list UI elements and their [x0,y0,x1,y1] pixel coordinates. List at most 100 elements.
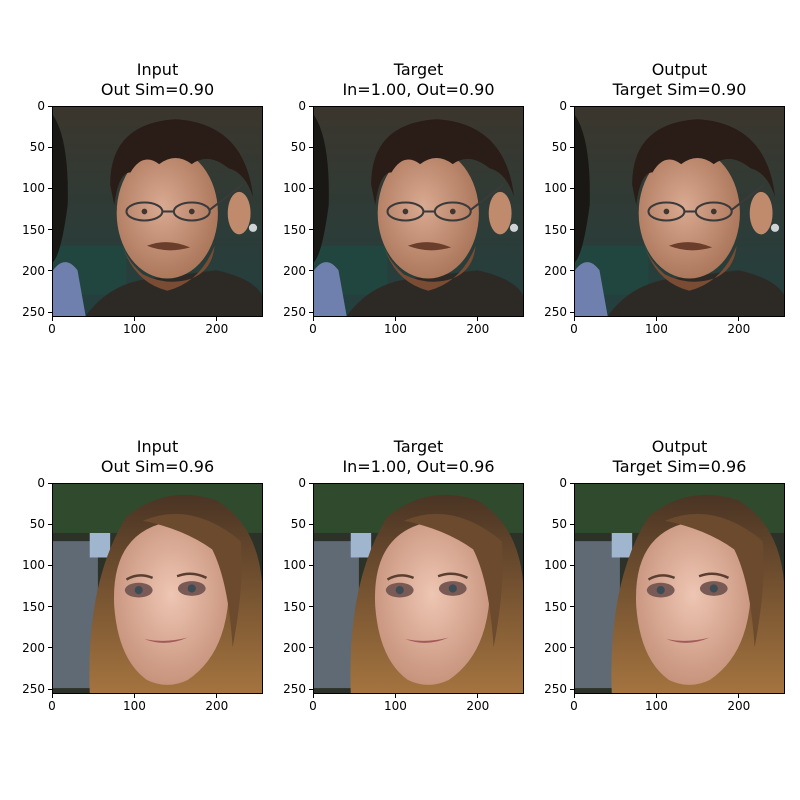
x-tick-label: 0 [570,699,578,713]
y-tick-label: 0 [37,476,45,490]
x-tick-label: 200 [205,322,229,336]
panel-title-line2: Out Sim=0.90 [100,80,215,99]
x-tick-mark [738,317,740,321]
y-tick-mark [570,229,574,231]
y-tick-mark [570,606,574,608]
y-tick-label: 200 [22,640,45,655]
y-tick-mark [309,606,313,608]
panel-title-line2: Target Sim=0.96 [612,457,747,476]
y-tick-label: 100 [283,181,306,196]
y-tick-label: 100 [283,558,306,573]
y-tick-label: 150 [544,222,567,237]
panel-title: Input Out Sim=0.96 [28,437,288,477]
panel-title: Target In=1.00, Out=0.96 [289,437,549,477]
panel-title: Output Target Sim=0.90 [550,60,800,100]
y-tick-mark [309,187,313,189]
x-tick-label: 100 [122,699,146,713]
y-tick-mark [309,647,313,649]
y-tick-label: 50 [290,517,306,532]
x-tick-mark [133,694,135,698]
y-tick-label: 100 [22,558,45,573]
y-tick-mark [48,270,52,272]
y-tick-mark [570,146,574,148]
x-tick-mark [477,694,479,698]
y-tick-mark [48,146,52,148]
x-tick-label: 0 [309,699,317,713]
panel-title-line2: In=1.00, Out=0.96 [342,457,495,476]
y-tick-mark [570,482,574,484]
y-tick-label: 200 [283,263,306,278]
y-tick-mark [309,311,313,313]
y-tick-mark [570,523,574,525]
y-tick-mark [48,688,52,690]
x-tick-mark [738,694,740,698]
y-tick-mark [570,688,574,690]
portrait-woman-image [314,484,523,693]
y-tick-mark [48,523,52,525]
y-tick-label: 150 [22,599,45,614]
x-tick-label: 0 [48,322,56,336]
image-axes [52,483,263,694]
y-tick-label: 200 [22,263,45,278]
y-tick-mark [309,688,313,690]
y-tick-mark [570,564,574,566]
x-tick-label: 0 [570,322,578,336]
y-tick-label: 50 [551,517,567,532]
y-tick-label: 0 [559,99,567,113]
y-tick-mark [48,564,52,566]
x-tick-label: 100 [383,322,407,336]
y-tick-label: 100 [544,181,567,196]
panel-title: Input Out Sim=0.90 [28,60,288,100]
image-axes [313,106,524,317]
x-tick-mark [573,317,575,321]
x-tick-mark [573,694,575,698]
y-tick-mark [48,482,52,484]
panel-title-line1: Output [651,60,708,79]
x-tick-label: 200 [466,322,490,336]
x-tick-mark [312,317,314,321]
image-axes [574,106,785,317]
y-tick-label: 50 [29,517,45,532]
y-tick-label: 150 [283,599,306,614]
y-tick-label: 250 [544,305,567,320]
x-tick-label: 200 [205,699,229,713]
x-tick-mark [394,694,396,698]
y-tick-mark [48,606,52,608]
y-tick-mark [309,270,313,272]
y-tick-label: 150 [544,599,567,614]
x-tick-mark [655,694,657,698]
y-tick-mark [570,187,574,189]
x-tick-label: 100 [383,699,407,713]
y-tick-label: 0 [559,476,567,490]
x-tick-mark [394,317,396,321]
y-tick-label: 250 [544,682,567,697]
panel-title-line1: Output [651,437,708,456]
y-tick-label: 250 [22,305,45,320]
portrait-man-image [53,107,262,316]
y-tick-mark [48,647,52,649]
x-tick-label: 200 [727,322,751,336]
y-tick-label: 200 [544,640,567,655]
portrait-woman-image [53,484,262,693]
y-tick-mark [570,647,574,649]
y-tick-mark [570,270,574,272]
y-tick-mark [48,229,52,231]
y-tick-label: 0 [298,476,306,490]
y-tick-label: 100 [22,181,45,196]
x-tick-label: 200 [466,699,490,713]
y-tick-label: 0 [37,99,45,113]
y-tick-mark [309,523,313,525]
panel-title-line1: Input [136,60,179,79]
panel-title-line1: Input [136,437,179,456]
x-tick-mark [312,694,314,698]
y-tick-mark [309,482,313,484]
y-tick-label: 0 [298,99,306,113]
y-tick-mark [309,564,313,566]
panel-title-line2: Target Sim=0.90 [612,80,747,99]
panel-title-line1: Target [393,60,444,79]
y-tick-label: 150 [22,222,45,237]
y-tick-mark [570,105,574,107]
x-tick-label: 100 [644,322,668,336]
y-tick-label: 50 [29,140,45,155]
